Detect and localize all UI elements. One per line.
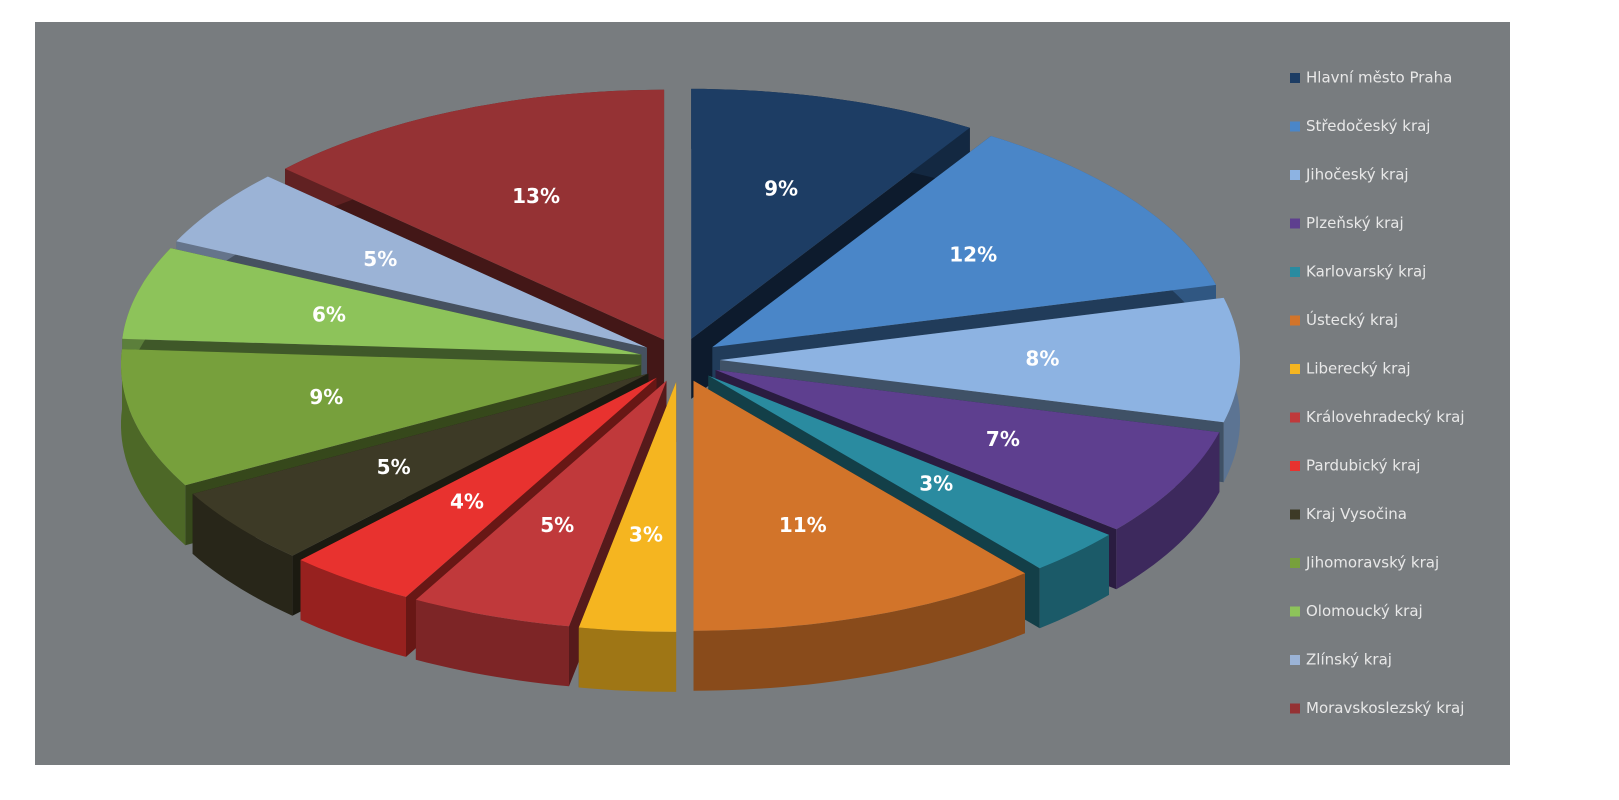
- slice-top: [121, 349, 641, 486]
- data-label: 6%: [312, 302, 346, 326]
- slice-top: [122, 248, 642, 355]
- slice-top: [708, 375, 1109, 569]
- slice-top: [192, 373, 649, 556]
- slice-wall: [300, 560, 406, 657]
- legend-label: Hlavní město Praha: [1306, 69, 1452, 87]
- legend-label: Kraj Vysočina: [1306, 505, 1407, 523]
- legend-swatch: [1290, 73, 1300, 83]
- data-label: 9%: [764, 177, 798, 201]
- slice: 3%: [578, 381, 677, 692]
- slice-top: [578, 381, 677, 632]
- data-label: 7%: [986, 427, 1020, 451]
- legend-label: Královehradecký kraj: [1306, 408, 1465, 426]
- slice-wall: [1039, 534, 1109, 629]
- legend-label: Olomoucký kraj: [1306, 602, 1423, 620]
- legend-label: Ústecký kraj: [1306, 310, 1398, 329]
- legend-label: Pardubický kraj: [1306, 457, 1420, 475]
- legend-swatch: [1290, 558, 1300, 568]
- data-label: 5%: [363, 247, 397, 271]
- data-label: 5%: [540, 513, 574, 537]
- slice-wall: [415, 599, 569, 687]
- legend-swatch: [1290, 655, 1300, 665]
- legend-swatch: [1290, 606, 1300, 617]
- legend-label: Plzeňský kraj: [1306, 214, 1404, 232]
- data-label: 8%: [1025, 347, 1059, 371]
- legend-label: Zlínský kraj: [1306, 651, 1392, 669]
- legend-swatch: [1290, 315, 1300, 326]
- slice-top: [300, 377, 657, 597]
- legend-swatch: [1290, 267, 1300, 277]
- slice-top: [691, 88, 970, 339]
- legend: Hlavní město Praha Středočeský kraj Jihoče…: [1290, 69, 1465, 717]
- data-label: 11%: [779, 513, 827, 537]
- slice-wall: [578, 627, 677, 692]
- slice-top: [415, 380, 667, 627]
- data-label: 12%: [949, 242, 997, 266]
- legend-label: Středočeský kraj: [1306, 117, 1430, 135]
- legend-swatch: [1290, 218, 1300, 229]
- legend-label: Liberecký kraj: [1306, 360, 1411, 378]
- slice-top: [693, 380, 1025, 631]
- legend-swatch: [1290, 170, 1300, 180]
- slice-top: [720, 297, 1240, 423]
- legend-label: Karlovarský kraj: [1306, 263, 1426, 281]
- data-label: 3%: [919, 472, 953, 496]
- legend-swatch: [1290, 509, 1300, 520]
- slice-wall: [121, 349, 186, 546]
- legend-swatch: [1290, 364, 1300, 374]
- data-label: 13%: [512, 184, 560, 208]
- legend-label: Jihočeský kraj: [1305, 166, 1409, 184]
- slice-wall: [693, 573, 1025, 691]
- data-label: 3%: [629, 523, 663, 547]
- legend-label: Jihomoravský kraj: [1305, 554, 1439, 572]
- slice-top: [712, 136, 1216, 348]
- data-label: 9%: [309, 385, 343, 409]
- pie: 9% 13% 12% 5% 6% 8% 9% 7% 5% 3% 4% 11% 5% 3%: [121, 88, 1240, 692]
- slice-top: [176, 176, 647, 348]
- data-label: 4%: [450, 490, 484, 514]
- legend-swatch: [1290, 121, 1300, 132]
- slice-top: [285, 89, 665, 340]
- legend-swatch: [1290, 461, 1300, 471]
- legend-label: Moravskoslezský kraj: [1306, 699, 1464, 717]
- slice-top: [715, 370, 1220, 530]
- slice-wall: [1116, 432, 1220, 590]
- data-label: 5%: [377, 455, 411, 479]
- slice: 11%: [693, 380, 1025, 691]
- slice-wall: [192, 493, 293, 616]
- legend-swatch: [1290, 412, 1300, 423]
- legend-swatch: [1290, 703, 1300, 714]
